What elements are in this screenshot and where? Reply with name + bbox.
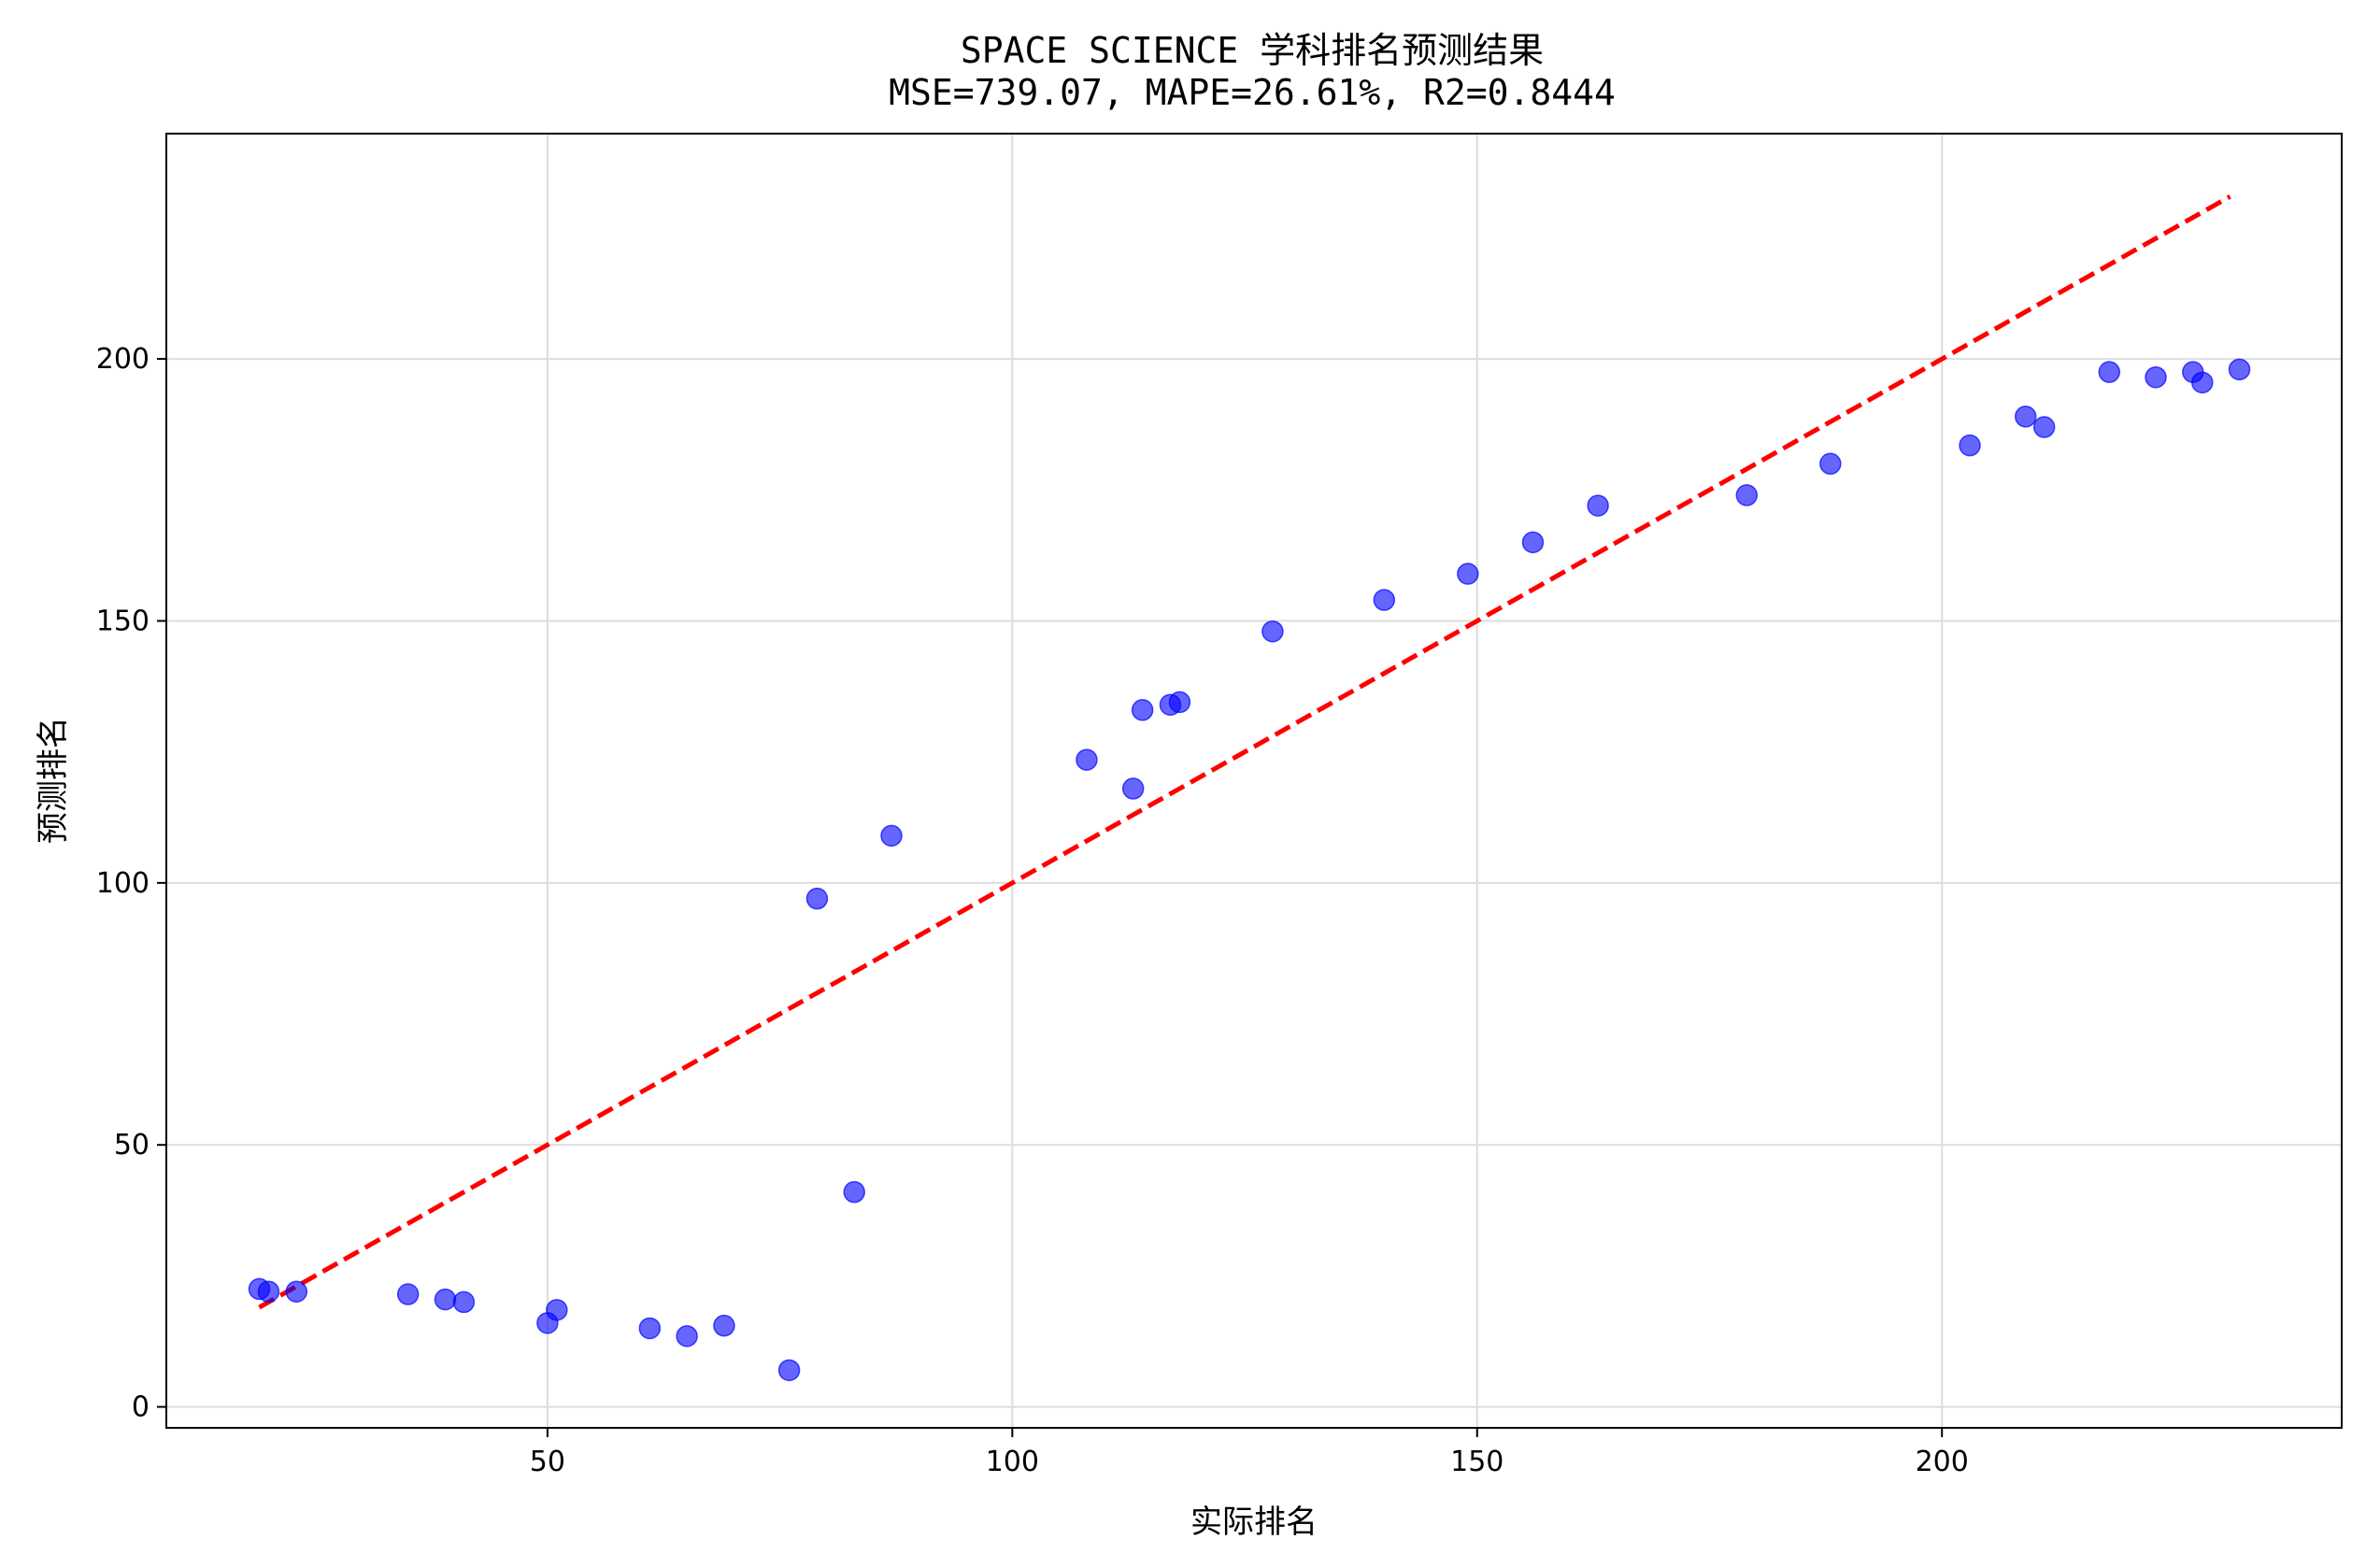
- data-point: [434, 1288, 457, 1311]
- data-point: [843, 1180, 865, 1204]
- data-point: [638, 1317, 662, 1340]
- data-point: [1735, 484, 1759, 506]
- y-tick-label: 200: [96, 343, 150, 376]
- data-point: [1131, 699, 1154, 721]
- y-tick-label: 0: [132, 1391, 150, 1424]
- chart-subtitle: MSE=739.07, MAPE=26.61%, R2=0.8444: [889, 72, 1616, 113]
- x-tick-label: 200: [1916, 1446, 1969, 1478]
- data-point: [2145, 365, 2167, 389]
- x-axis-ticks: 50 100 150 200: [530, 1428, 1969, 1478]
- y-axis-label: 预测排名: [35, 717, 72, 844]
- data-point: [1587, 494, 1609, 517]
- data-point: [1076, 748, 1098, 771]
- data-point: [546, 1299, 568, 1321]
- data-point: [2228, 358, 2251, 381]
- x-axis-label: 实际排名: [1190, 1504, 1318, 1541]
- plot-frame: [165, 133, 2343, 1429]
- data-point: [2014, 406, 2037, 428]
- y-tick-label: 100: [96, 867, 150, 900]
- data-point: [257, 1280, 280, 1303]
- data-point: [396, 1283, 420, 1305]
- data-point: [1261, 620, 1284, 643]
- data-point: [880, 824, 903, 848]
- data-point: [1959, 434, 1981, 457]
- data-point: [2098, 361, 2121, 383]
- chart-title: SPACE SCIENCE 学科排名预测结果: [961, 30, 1544, 71]
- data-point: [777, 1359, 801, 1382]
- y-tick-label: 50: [114, 1129, 150, 1162]
- data-point: [2191, 371, 2214, 394]
- data-point: [676, 1325, 698, 1347]
- data-point: [1121, 777, 1145, 800]
- data-points: [248, 358, 2251, 1382]
- data-point: [2032, 416, 2056, 438]
- y-tick-label: 150: [96, 605, 150, 637]
- data-point: [713, 1314, 735, 1337]
- data-point: [452, 1290, 476, 1314]
- data-point: [1457, 563, 1479, 585]
- data-point: [1819, 452, 1842, 476]
- x-tick-label: 150: [1450, 1446, 1504, 1478]
- x-tick-label: 100: [986, 1446, 1039, 1478]
- data-point: [285, 1280, 308, 1303]
- data-point: [1373, 589, 1396, 611]
- grid: [166, 134, 2342, 1428]
- data-point: [805, 887, 829, 910]
- reference-line-layer: [258, 194, 2231, 1310]
- y-axis-ticks: 0 50 100 150 200: [96, 343, 166, 1424]
- x-tick-label: 50: [530, 1446, 565, 1478]
- reference-line: [258, 194, 2231, 1310]
- data-point: [1521, 531, 1545, 554]
- data-point: [1168, 691, 1191, 714]
